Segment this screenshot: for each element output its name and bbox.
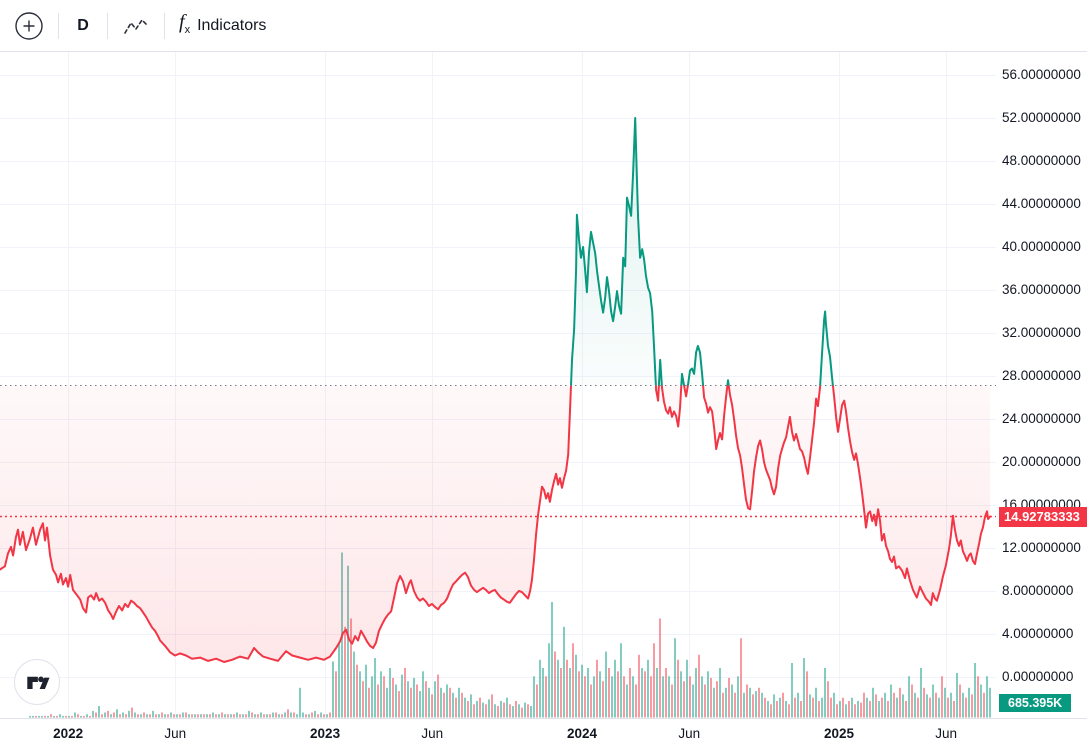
price-tick-label: 44.00000000 (1002, 196, 1081, 211)
time-tick-label: 2022 (53, 726, 84, 741)
price-tick-label: 8.00000000 (1002, 583, 1074, 598)
chart-toolbar: D fx Indicators (0, 0, 1087, 52)
last-price-label: 14.92783333 (999, 506, 1087, 527)
price-tick-label: 28.00000000 (1002, 368, 1081, 383)
price-tick-label: 48.00000000 (1002, 153, 1081, 168)
interval-button[interactable]: D (65, 8, 101, 44)
price-tick-label: 36.00000000 (1002, 282, 1081, 297)
tradingview-logo-icon (27, 676, 50, 690)
price-chart-plot[interactable] (0, 52, 1087, 718)
time-tick-label: Jun (421, 726, 444, 741)
time-tick-label: Jun (678, 726, 701, 741)
price-tick-label: 56.00000000 (1002, 67, 1081, 82)
price-tick-label: 20.00000000 (1002, 454, 1081, 469)
tradingview-logo[interactable] (14, 659, 60, 705)
plus-icon (15, 11, 43, 40)
price-tick-label: 32.00000000 (1002, 325, 1081, 340)
price-tick-label: 40.00000000 (1002, 239, 1081, 254)
price-axis[interactable]: 0.00000000 4.00000000 8.00000000 12.0000000… (999, 52, 1087, 718)
price-tick-label: 12.00000000 (1002, 540, 1081, 555)
time-tick-label: 2024 (567, 726, 598, 741)
time-axis[interactable]: 2022 Jun 2023 Jun 2024 Jun 2025 Jun (0, 718, 1087, 748)
fx-icon: fx (179, 10, 191, 36)
chart-style-button[interactable] (114, 8, 158, 44)
add-button[interactable] (6, 8, 52, 44)
last-volume-label: 685.395K (999, 694, 1072, 712)
time-tick-label: Jun (935, 726, 958, 741)
baseline-style-icon (124, 18, 148, 34)
indicators-label: Indicators (197, 16, 267, 34)
time-tick-label: 2025 (823, 726, 855, 741)
price-tick-label: 0.00000000 (1002, 669, 1074, 684)
toolbar-separator (107, 12, 108, 39)
price-tick-label: 52.00000000 (1002, 110, 1081, 125)
toolbar-separator (58, 12, 59, 39)
toolbar-separator (164, 12, 165, 39)
time-tick-label: Jun (164, 726, 187, 741)
price-tick-label: 24.00000000 (1002, 411, 1081, 426)
indicators-button[interactable]: fx Indicators (171, 8, 274, 44)
price-tick-label: 4.00000000 (1002, 626, 1074, 641)
time-tick-label: 2023 (310, 726, 341, 741)
